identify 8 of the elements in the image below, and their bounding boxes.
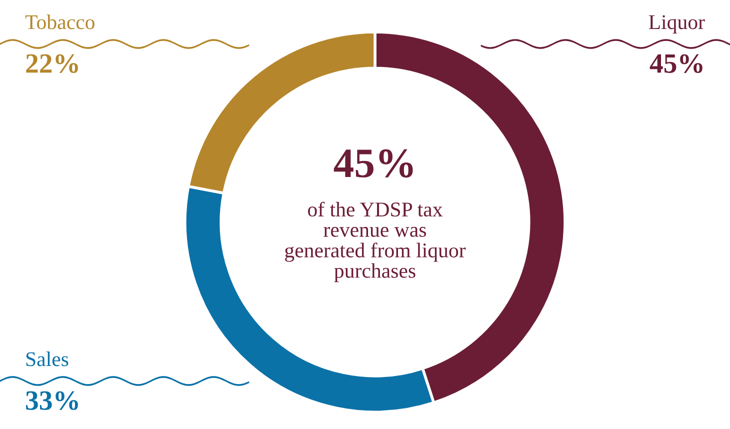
slice-label: Tobacco	[25, 14, 94, 30]
slice-label: Liquor	[648, 15, 705, 34]
text: 45%	[334, 149, 413, 178]
data-label: 33%	[26, 391, 78, 410]
data-label: 45%	[650, 54, 702, 74]
text: of the YDSP tax revenue was generated from liquor purchases	[285, 202, 466, 282]
data-label: 22%	[26, 54, 78, 74]
slice-label: Sales	[26, 352, 68, 366]
